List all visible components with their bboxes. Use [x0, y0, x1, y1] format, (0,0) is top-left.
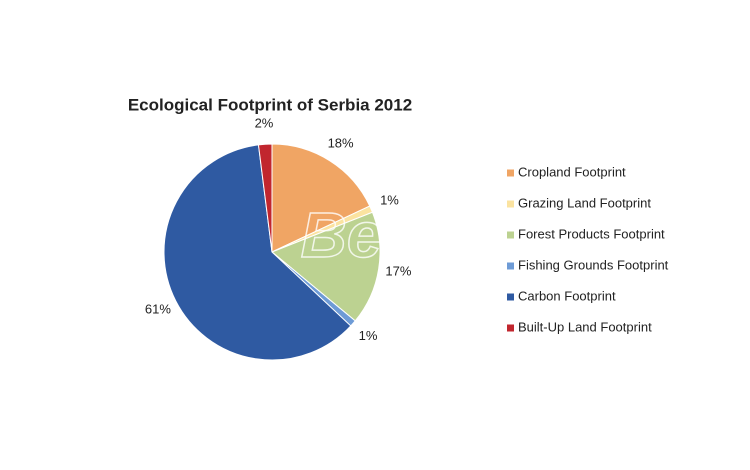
data-label: 2% [255, 116, 274, 131]
pie-slice [271, 211, 381, 322]
pie-slice [257, 143, 273, 253]
pie-slice [271, 143, 371, 253]
data-label: 17% [385, 263, 411, 278]
pie [163, 143, 381, 361]
legend-label: Grazing Land Footprint [518, 195, 651, 210]
legend-label: Fishing Grounds Footprint [518, 257, 669, 272]
pie-slice [163, 144, 352, 361]
watermark: Beta [301, 199, 440, 271]
legend-label: Carbon Footprint [518, 288, 616, 303]
data-label: 18% [328, 135, 354, 150]
legend-label: Built-Up Land Footprint [518, 319, 652, 334]
legend-swatch [507, 293, 514, 301]
legend-swatch [507, 324, 514, 332]
legend-swatch [507, 169, 514, 177]
data-label: 61% [145, 302, 171, 317]
legend-label: Forest Products Footprint [518, 226, 665, 241]
legend-swatch [507, 231, 514, 239]
chart-title: Ecological Footprint of Serbia 2012 [128, 95, 412, 114]
data-label: 1% [359, 328, 378, 343]
legend-label: Cropland Footprint [518, 164, 626, 179]
legend-swatch [507, 200, 514, 208]
legend-swatch [507, 262, 514, 270]
data-label: 1% [380, 193, 399, 208]
